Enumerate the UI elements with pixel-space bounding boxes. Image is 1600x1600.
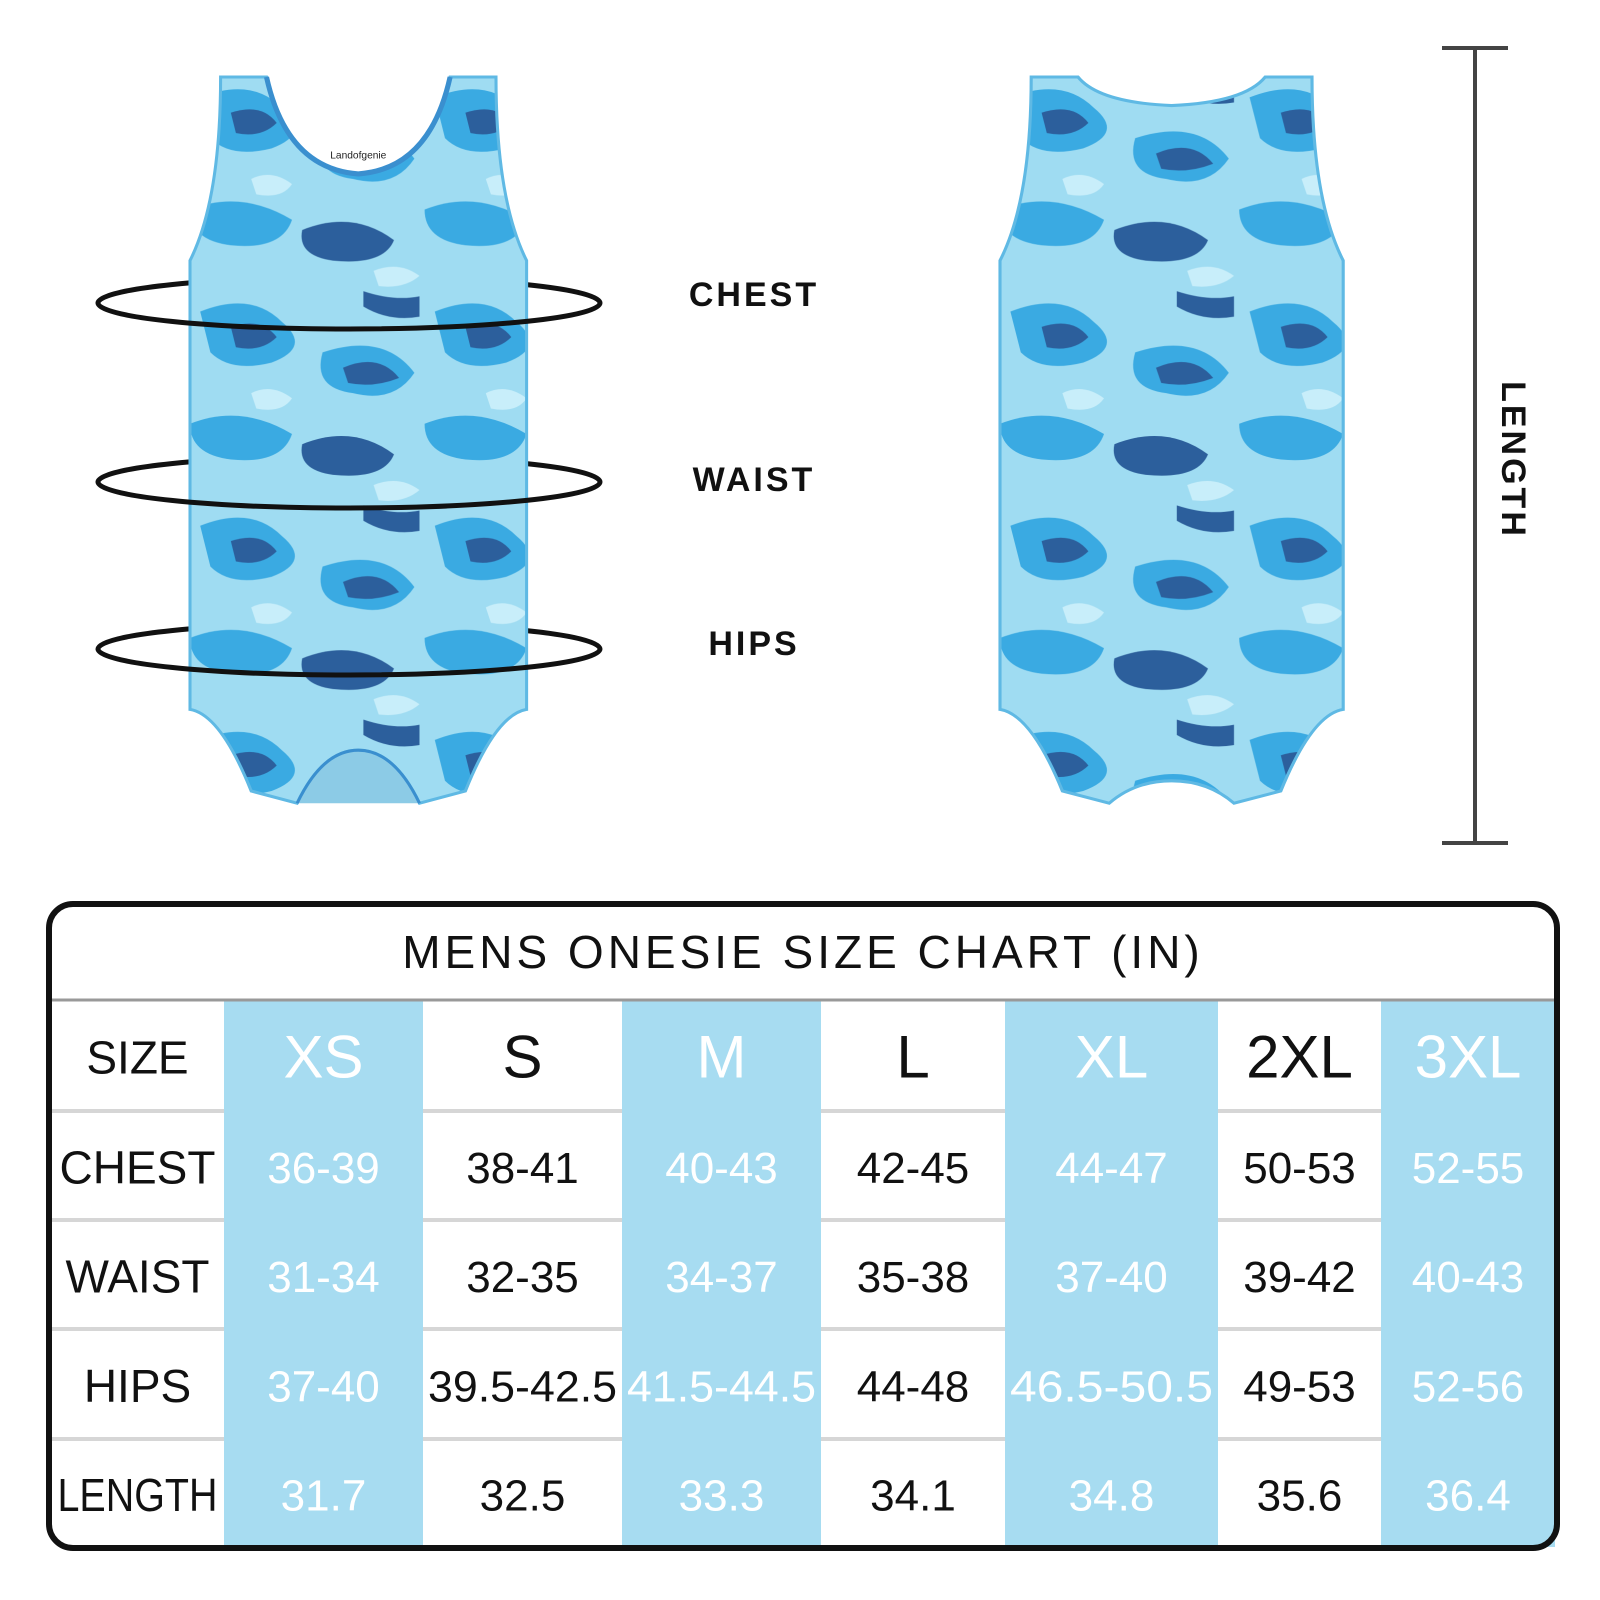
size-header: XL xyxy=(1075,1023,1148,1090)
row-separator xyxy=(821,1218,1005,1222)
row-separator xyxy=(821,1437,1005,1441)
table-border xyxy=(46,901,1560,1551)
size-value: 31-34 xyxy=(267,1253,380,1302)
size-header: M xyxy=(697,1023,747,1090)
size-value: 39.5-42.5 xyxy=(428,1363,617,1412)
length-bar xyxy=(1442,46,1508,845)
size-value: 35.6 xyxy=(1257,1472,1343,1521)
size-value: 36.4 xyxy=(1425,1472,1511,1521)
size-value: 36-39 xyxy=(267,1144,380,1193)
size-value: 44-47 xyxy=(1055,1144,1168,1193)
row-separator xyxy=(821,1109,1005,1113)
highlight-column xyxy=(1381,1000,1555,1547)
row-separator xyxy=(1218,1327,1381,1331)
size-value: 32.5 xyxy=(480,1472,566,1521)
waist-ring-front xyxy=(95,481,603,511)
row-label: WAIST xyxy=(66,1251,210,1303)
size-value: 49-53 xyxy=(1243,1363,1356,1412)
hips-ring-front xyxy=(95,648,603,678)
size-value: 46.5-50.5 xyxy=(1010,1363,1213,1412)
row-separator xyxy=(51,1218,224,1222)
size-value: 41.5-44.5 xyxy=(627,1363,816,1412)
row-separator xyxy=(821,1327,1005,1331)
size-value: 38-41 xyxy=(466,1144,579,1193)
onesie-back xyxy=(998,75,1345,805)
size-value: 44-48 xyxy=(857,1363,970,1412)
size-table: SIZE XS S M L XL 2XL 3XL CHEST 36-39 38-41 40-43 42-… xyxy=(46,901,1560,1551)
size-value: 34.1 xyxy=(870,1472,956,1521)
row-separator xyxy=(1218,1218,1381,1222)
size-header: 2XL xyxy=(1246,1023,1353,1090)
table-title: MENS ONESIE SIZE CHART (IN) xyxy=(402,926,1204,978)
row-separator xyxy=(423,1327,622,1331)
size-value: 31.7 xyxy=(281,1472,367,1521)
size-value: 33.3 xyxy=(679,1472,765,1521)
row-separator xyxy=(1218,1109,1381,1113)
row-separator xyxy=(51,1327,224,1331)
size-value: 35-38 xyxy=(857,1253,970,1302)
size-value: 52-56 xyxy=(1412,1363,1525,1412)
row-label: LENGTH xyxy=(58,1469,218,1521)
chest-ring-front xyxy=(95,302,603,332)
highlight-column xyxy=(224,1000,423,1547)
size-header: S xyxy=(502,1023,542,1090)
highlight-column xyxy=(622,1000,821,1547)
size-value: 34-37 xyxy=(665,1253,778,1302)
waist-label: WAIST xyxy=(693,461,816,499)
row-separator xyxy=(51,1109,224,1113)
row-separator xyxy=(1218,1437,1381,1441)
size-value: 37-40 xyxy=(267,1363,380,1412)
measure-rings-front xyxy=(95,302,603,678)
size-value: 40-43 xyxy=(665,1144,778,1193)
highlight-column xyxy=(1005,1000,1218,1547)
size-header: 3XL xyxy=(1415,1023,1522,1090)
size-value: 52-55 xyxy=(1412,1144,1525,1193)
onesie-front: Landofgenie xyxy=(188,75,529,805)
row-label: HIPS xyxy=(84,1360,191,1412)
hips-label: HIPS xyxy=(708,625,799,663)
size-header: XS xyxy=(283,1023,363,1090)
table-cells: SIZE XS S M L XL 2XL 3XL CHEST 36-39 38-41 40-43 42-… xyxy=(51,1000,1555,1547)
brand-label: Landofgenie xyxy=(330,151,386,162)
size-value: 32-35 xyxy=(466,1253,579,1302)
row-label: SIZE xyxy=(86,1032,188,1084)
size-value: 34.8 xyxy=(1069,1472,1155,1521)
row-separator xyxy=(51,1437,224,1441)
size-value: 37-40 xyxy=(1055,1253,1168,1302)
size-value: 42-45 xyxy=(857,1144,970,1193)
size-value: 40-43 xyxy=(1412,1253,1525,1302)
row-label: CHEST xyxy=(60,1142,216,1194)
row-separator xyxy=(423,1109,622,1113)
size-header: L xyxy=(896,1023,929,1090)
row-separator xyxy=(423,1218,622,1222)
chest-label: CHEST xyxy=(689,276,819,314)
row-separator xyxy=(423,1437,622,1441)
size-value: 39-42 xyxy=(1243,1253,1356,1302)
length-label: LENGTH xyxy=(1494,381,1532,539)
size-value: 50-53 xyxy=(1243,1144,1356,1193)
